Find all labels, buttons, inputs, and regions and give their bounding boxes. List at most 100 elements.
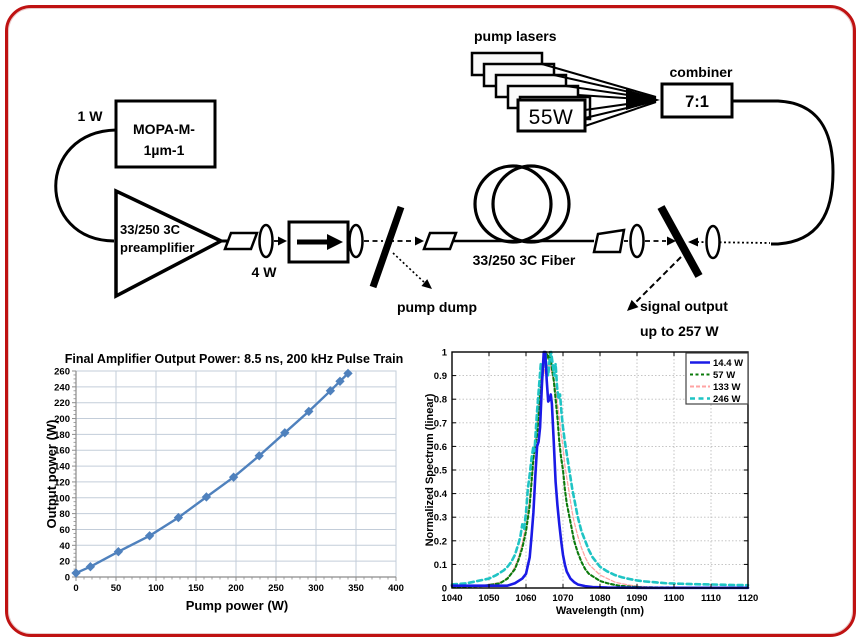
x-tick-label: 50 [111,583,122,594]
lens-icon-2 [348,223,364,259]
pump-dump-arrowhead-icon [421,279,432,289]
x-tick-label: 1080 [589,593,610,604]
y-tick-label: 200 [54,414,70,425]
lens-icon-4 [705,224,721,260]
slide-border [5,5,856,637]
pump-power-label: 55W [529,106,574,129]
signal-output-beam [632,256,682,306]
x-tick-label: 250 [268,583,284,594]
x-tick-label: 1070 [552,593,573,604]
combiner-label: combiner [669,64,733,80]
fiber-connector-icon-2 [422,231,458,251]
laser-system-schematic: 1 W MOPA-M- 1µm-1 33/250 3C preamplifier [54,28,835,339]
x-tick-label: 1100 [664,593,685,604]
y-tick-label: 240 [54,382,70,393]
y-tick-label: 260 [54,367,70,378]
spectrum-chart: 1040 1050 1060 1070 1080 1090 1100 1110 1120 0 0.1… [424,348,758,618]
chart2-x-axis-label: Wavelength (nm) [556,605,645,617]
legend-entry-label: 14.4 W [713,358,743,369]
beam-arrowhead-right-icon [278,236,287,246]
pump-fiber-bundle-wedge [626,89,660,110]
x-tick-label: 100 [148,583,164,594]
pump-lasers-label: pump lasers [474,28,557,44]
spectrum-series-line [450,350,750,590]
data-point-marker [113,546,124,557]
x-tick-label: 1040 [441,593,462,604]
x-tick-label: 1120 [738,593,759,604]
x-tick-label: 1050 [478,593,499,604]
y-tick-label: 20 [59,557,70,568]
signal-power-label: up to 257 W [640,323,719,339]
fiber-connector-icon-1 [223,231,259,251]
lens-icon-1 [258,223,274,259]
y-tick-label: 140 [54,462,70,473]
pump-fiber-line [584,101,657,127]
pump-laser-box-front [516,98,587,133]
legend-entry-label: 246 W [713,394,740,405]
y-tick-label: 0.4 [434,489,448,500]
fiber-coil-loop-1 [473,164,553,244]
dichroic-mirror-2 [657,205,703,278]
dichroic-mirror-1 [369,205,405,289]
chart2-y-axis-label: Normalized Spectrum (linear) [424,393,436,546]
x-tick-label: 150 [188,583,204,594]
y-tick-label: 0.9 [434,371,447,382]
chart1-x-axis-label: Pump power (W) [186,598,289,613]
signal-output-arrowhead-icon [627,299,639,311]
y-tick-label: 100 [54,493,70,504]
pump-fiber-line [541,63,657,98]
preamp-label-line1: 33/250 3C [120,222,181,237]
data-series-line [74,372,350,575]
y-tick-label: 120 [54,477,70,488]
preamp-output-label: 4 W [252,264,278,280]
y-tick-label: 0.3 [434,513,447,524]
fiber-coil-loop-2 [491,164,571,244]
y-tick-label: 0.7 [434,418,447,429]
pump-dump-beam [392,252,427,285]
preamp-label-line2: preamplifier [120,240,194,255]
x-tick-label: 1060 [515,593,536,604]
fiber-connector-icon-3 [592,228,626,254]
beam-arrowhead-right-icon [667,236,676,246]
y-tick-label: 0 [65,573,70,584]
chart2-plot-area: 1040 1050 1060 1070 1080 1090 1100 1110 1120 0 0.1… [434,348,759,605]
y-tick-label: 0.1 [434,560,448,571]
x-tick-label: 350 [348,583,364,594]
pump-delivery-beam [696,241,771,244]
output-power-chart: Final Amplifier Output Power: 8.5 ns, 20… [44,352,404,613]
y-tick-label: 0 [442,584,447,595]
pump-dump-label: pump dump [397,299,477,315]
pump-laser-stack: 55W [470,51,660,133]
x-tick-label: 1090 [626,593,647,604]
x-tick-label: 200 [228,583,244,594]
mopa-seed-box [114,99,217,169]
y-tick-label: 0.8 [434,395,447,406]
fiber-label: 33/250 3C Fiber [473,252,576,268]
combiner-ratio-label: 7:1 [685,93,709,111]
data-point-marker [144,531,155,541]
lens-icon-3 [629,223,645,259]
chart1-title: Final Amplifier Output Power: 8.5 ns, 20… [65,352,404,366]
seed-fiber-loop [54,128,117,243]
isolator-arrowhead-icon [327,234,343,250]
x-tick-label: 400 [388,583,404,594]
y-tick-label: 60 [59,525,70,536]
y-tick-label: 40 [59,541,70,552]
legend-entry-label: 57 W [713,370,735,381]
beam-arrowhead-right-icon [415,236,424,246]
y-tick-label: 220 [54,398,70,409]
y-tick-label: 0.5 [434,466,448,477]
seed-power-label: 1 W [78,108,104,124]
y-tick-label: 1 [442,348,448,359]
beam-arrowhead-left-icon [688,237,698,247]
preamplifier-triangle [114,188,225,299]
x-tick-label: 300 [308,583,324,594]
legend-entry-label: 133 W [713,382,740,393]
x-tick-label: 0 [73,583,78,594]
data-point-marker [71,568,81,578]
data-point-marker [85,562,96,572]
signal-output-label: signal output [640,298,728,314]
